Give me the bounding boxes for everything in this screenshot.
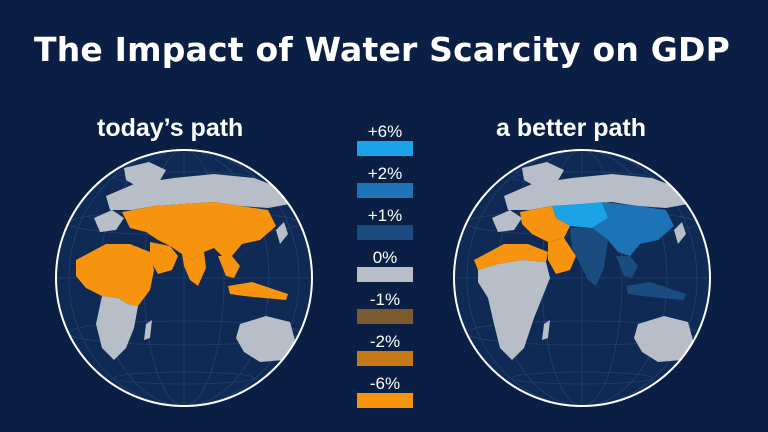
land-central-asia bbox=[552, 202, 608, 228]
land-europe-west bbox=[94, 210, 124, 232]
globe-land-better bbox=[454, 150, 710, 406]
globe-better-path bbox=[453, 149, 711, 407]
land-arabia bbox=[548, 238, 576, 274]
legend-item-plus-2: +2% bbox=[357, 164, 413, 206]
land-japan bbox=[674, 222, 686, 244]
land-australia bbox=[634, 316, 694, 362]
land-india bbox=[182, 252, 206, 286]
globe-outline bbox=[55, 149, 313, 407]
legend-label: -1% bbox=[369, 290, 401, 309]
legend-swatch bbox=[357, 141, 413, 156]
land-africa-south bbox=[96, 296, 138, 360]
land-india bbox=[570, 228, 608, 286]
legend-label: 0% bbox=[372, 248, 398, 267]
legend-swatch bbox=[357, 225, 413, 240]
land-indonesia bbox=[228, 282, 288, 300]
legend-label: +6% bbox=[367, 122, 403, 141]
land-arabia bbox=[150, 242, 178, 274]
legend-swatch bbox=[357, 183, 413, 198]
land-europe-west bbox=[492, 210, 522, 232]
legend-item-plus-6: +6% bbox=[357, 122, 413, 164]
land-australia bbox=[236, 316, 296, 362]
legend-item-minus-2: -2% bbox=[357, 332, 413, 374]
legend-swatch bbox=[357, 309, 413, 324]
legend-item-minus-6: -6% bbox=[357, 374, 413, 416]
land-madagascar bbox=[144, 320, 152, 340]
land-se-asia bbox=[616, 256, 638, 278]
land-east-asia bbox=[592, 202, 674, 256]
legend-label: -6% bbox=[369, 374, 401, 393]
land-madagascar bbox=[542, 320, 550, 340]
legend-swatch bbox=[357, 267, 413, 282]
legend-item-zero: 0% bbox=[357, 248, 413, 290]
land-indonesia bbox=[626, 282, 686, 300]
land-north bbox=[106, 174, 290, 210]
right-map-label: a better path bbox=[496, 114, 647, 142]
legend-label: +1% bbox=[367, 206, 403, 225]
legend-label: +2% bbox=[367, 164, 403, 183]
left-map-label: today’s path bbox=[97, 114, 244, 142]
legend-item-plus-1: +1% bbox=[357, 206, 413, 248]
land-japan bbox=[276, 222, 288, 244]
land-middle-east bbox=[520, 206, 570, 242]
legend-label: -2% bbox=[369, 332, 401, 351]
land-africa-south bbox=[478, 260, 550, 360]
land-asia bbox=[122, 202, 276, 260]
page-title: The Impact of Water Scarcity on GDP bbox=[34, 30, 731, 69]
legend-swatch bbox=[357, 351, 413, 366]
land-africa-north bbox=[76, 244, 154, 306]
legend-item-minus-1: -1% bbox=[357, 290, 413, 332]
globe-outline bbox=[453, 149, 711, 407]
globe-land-today bbox=[56, 150, 312, 406]
globe-todays-path bbox=[55, 149, 313, 407]
land-north-africa bbox=[474, 244, 548, 270]
legend: +6% +2% +1% 0% -1% -2% -6% bbox=[357, 122, 413, 416]
legend-swatch bbox=[357, 393, 413, 408]
land-se-asia bbox=[218, 256, 240, 278]
land-north bbox=[504, 174, 688, 210]
